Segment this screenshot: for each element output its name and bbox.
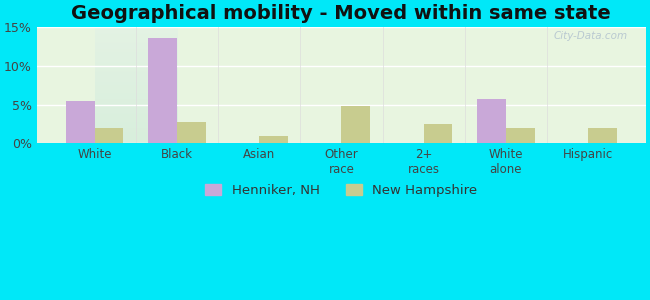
Bar	[66, 101, 94, 143]
Bar	[259, 136, 288, 143]
Bar	[94, 128, 124, 143]
Text: City-Data.com: City-Data.com	[553, 31, 627, 41]
Bar	[148, 38, 177, 143]
Bar	[588, 128, 617, 143]
Bar	[477, 99, 506, 143]
Bar	[506, 128, 535, 143]
Legend: Henniker, NH, New Hampshire: Henniker, NH, New Hampshire	[205, 184, 478, 197]
Bar	[177, 122, 205, 143]
Title: Geographical mobility - Moved within same state: Geographical mobility - Moved within sam…	[72, 4, 611, 23]
Bar	[424, 124, 452, 143]
Bar	[341, 106, 370, 143]
